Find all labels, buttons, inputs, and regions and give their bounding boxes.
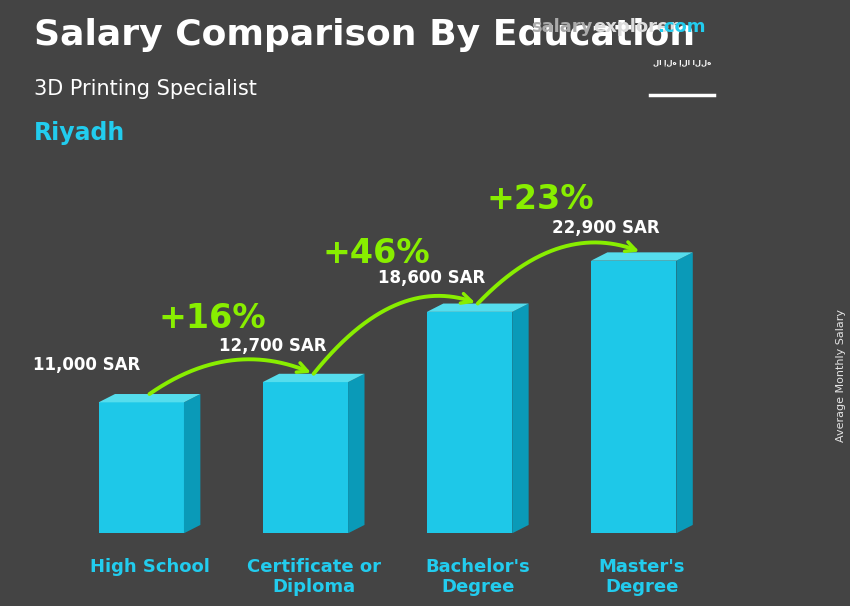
- Polygon shape: [427, 312, 513, 533]
- Polygon shape: [591, 252, 693, 261]
- Text: 3D Printing Specialist: 3D Printing Specialist: [34, 79, 257, 99]
- Text: .com: .com: [657, 18, 706, 36]
- Text: +46%: +46%: [322, 237, 430, 270]
- Polygon shape: [677, 252, 693, 533]
- Polygon shape: [184, 394, 201, 533]
- Text: Master's
Degree: Master's Degree: [598, 558, 685, 596]
- Polygon shape: [591, 261, 677, 533]
- Polygon shape: [99, 402, 184, 533]
- Text: 11,000 SAR: 11,000 SAR: [33, 356, 141, 374]
- Polygon shape: [263, 382, 348, 533]
- Text: Salary Comparison By Education: Salary Comparison By Education: [34, 18, 695, 52]
- Text: Certificate or
Diploma: Certificate or Diploma: [246, 558, 381, 596]
- Text: Riyadh: Riyadh: [34, 121, 125, 145]
- Text: 12,700 SAR: 12,700 SAR: [218, 338, 326, 356]
- Text: 22,900 SAR: 22,900 SAR: [552, 219, 660, 238]
- Text: explorer: explorer: [593, 18, 678, 36]
- Polygon shape: [348, 374, 365, 533]
- Polygon shape: [99, 394, 201, 402]
- Text: 18,600 SAR: 18,600 SAR: [378, 269, 485, 287]
- Polygon shape: [427, 304, 529, 312]
- Text: Bachelor's
Degree: Bachelor's Degree: [425, 558, 530, 596]
- Text: Average Monthly Salary: Average Monthly Salary: [836, 309, 846, 442]
- Text: salary: salary: [531, 18, 592, 36]
- Text: +16%: +16%: [158, 302, 266, 335]
- Polygon shape: [513, 304, 529, 533]
- Text: لا إله إلا الله: لا إله إلا الله: [653, 59, 711, 66]
- Text: High School: High School: [89, 558, 209, 576]
- Polygon shape: [263, 374, 365, 382]
- Text: +23%: +23%: [486, 183, 594, 216]
